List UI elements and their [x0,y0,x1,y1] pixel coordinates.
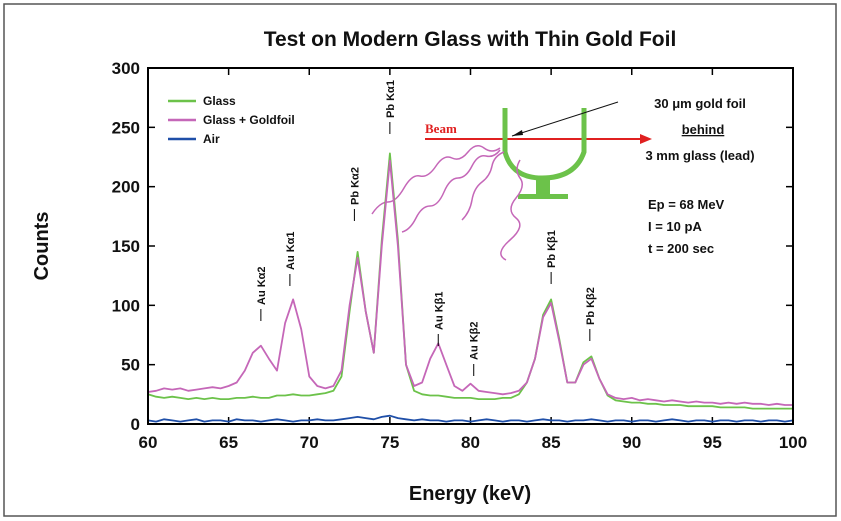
peak-label: Au Kα1 [285,231,297,270]
x-tick-label: 80 [461,433,480,452]
glass-label: 3 mm glass (lead) [645,148,754,163]
x-axis-title: Energy (keV) [409,483,531,505]
behind-label: behind [682,122,725,137]
y-axis-title: Counts [31,212,53,281]
inset-diagram: Beam 30 μm gold foil behind 3 mm glass (… [372,96,755,260]
peak-label: Au Kα2 [256,266,268,305]
legend-label: Glass [203,94,236,108]
x-tick-label: 85 [542,433,561,452]
x-tick-label: 65 [219,433,238,452]
beam-arrow [640,134,652,144]
peak-label: Pb Kβ1 [546,230,558,268]
pointer-head [512,130,523,136]
xray-wave [462,152,504,220]
peak-label: Pb Kα1 [385,80,397,118]
y-tick-label: 0 [131,415,140,434]
peak-label: Au Kβ1 [433,292,445,331]
y-tick-label: 50 [121,356,140,375]
y-tick-label: 250 [112,118,140,137]
condition: Ep = 68 MeV [648,197,725,212]
condition: t = 200 sec [648,241,714,256]
condition: I = 10 pA [648,219,702,234]
y-tick-label: 100 [112,296,140,315]
beam-label: Beam [425,121,457,136]
legend-label: Glass + Goldfoil [203,113,295,127]
x-tick-label: 75 [380,433,399,452]
y-tick-label: 150 [112,237,140,256]
xray-wave [402,150,500,232]
peak-label: Pb Kβ2 [585,287,597,325]
x-tick-label: 95 [703,433,722,452]
y-tick-label: 200 [112,178,140,197]
peak-label: Au Kβ2 [469,322,481,361]
x-tick-label: 100 [779,433,807,452]
legend-label: Air [203,132,220,146]
pointer [512,102,618,136]
holder-stem [536,178,550,194]
y-tick-label: 300 [112,59,140,78]
peak-label: Pb Kα2 [349,167,361,205]
chart: Test on Modern Glass with Thin Gold Foil… [0,0,841,521]
foil-label: 30 μm gold foil [654,96,746,111]
x-tick-label: 60 [139,433,158,452]
holder-base [518,194,568,199]
x-tick-label: 90 [622,433,641,452]
x-tick-label: 70 [300,433,319,452]
chart-title: Test on Modern Glass with Thin Gold Foil [264,28,677,51]
